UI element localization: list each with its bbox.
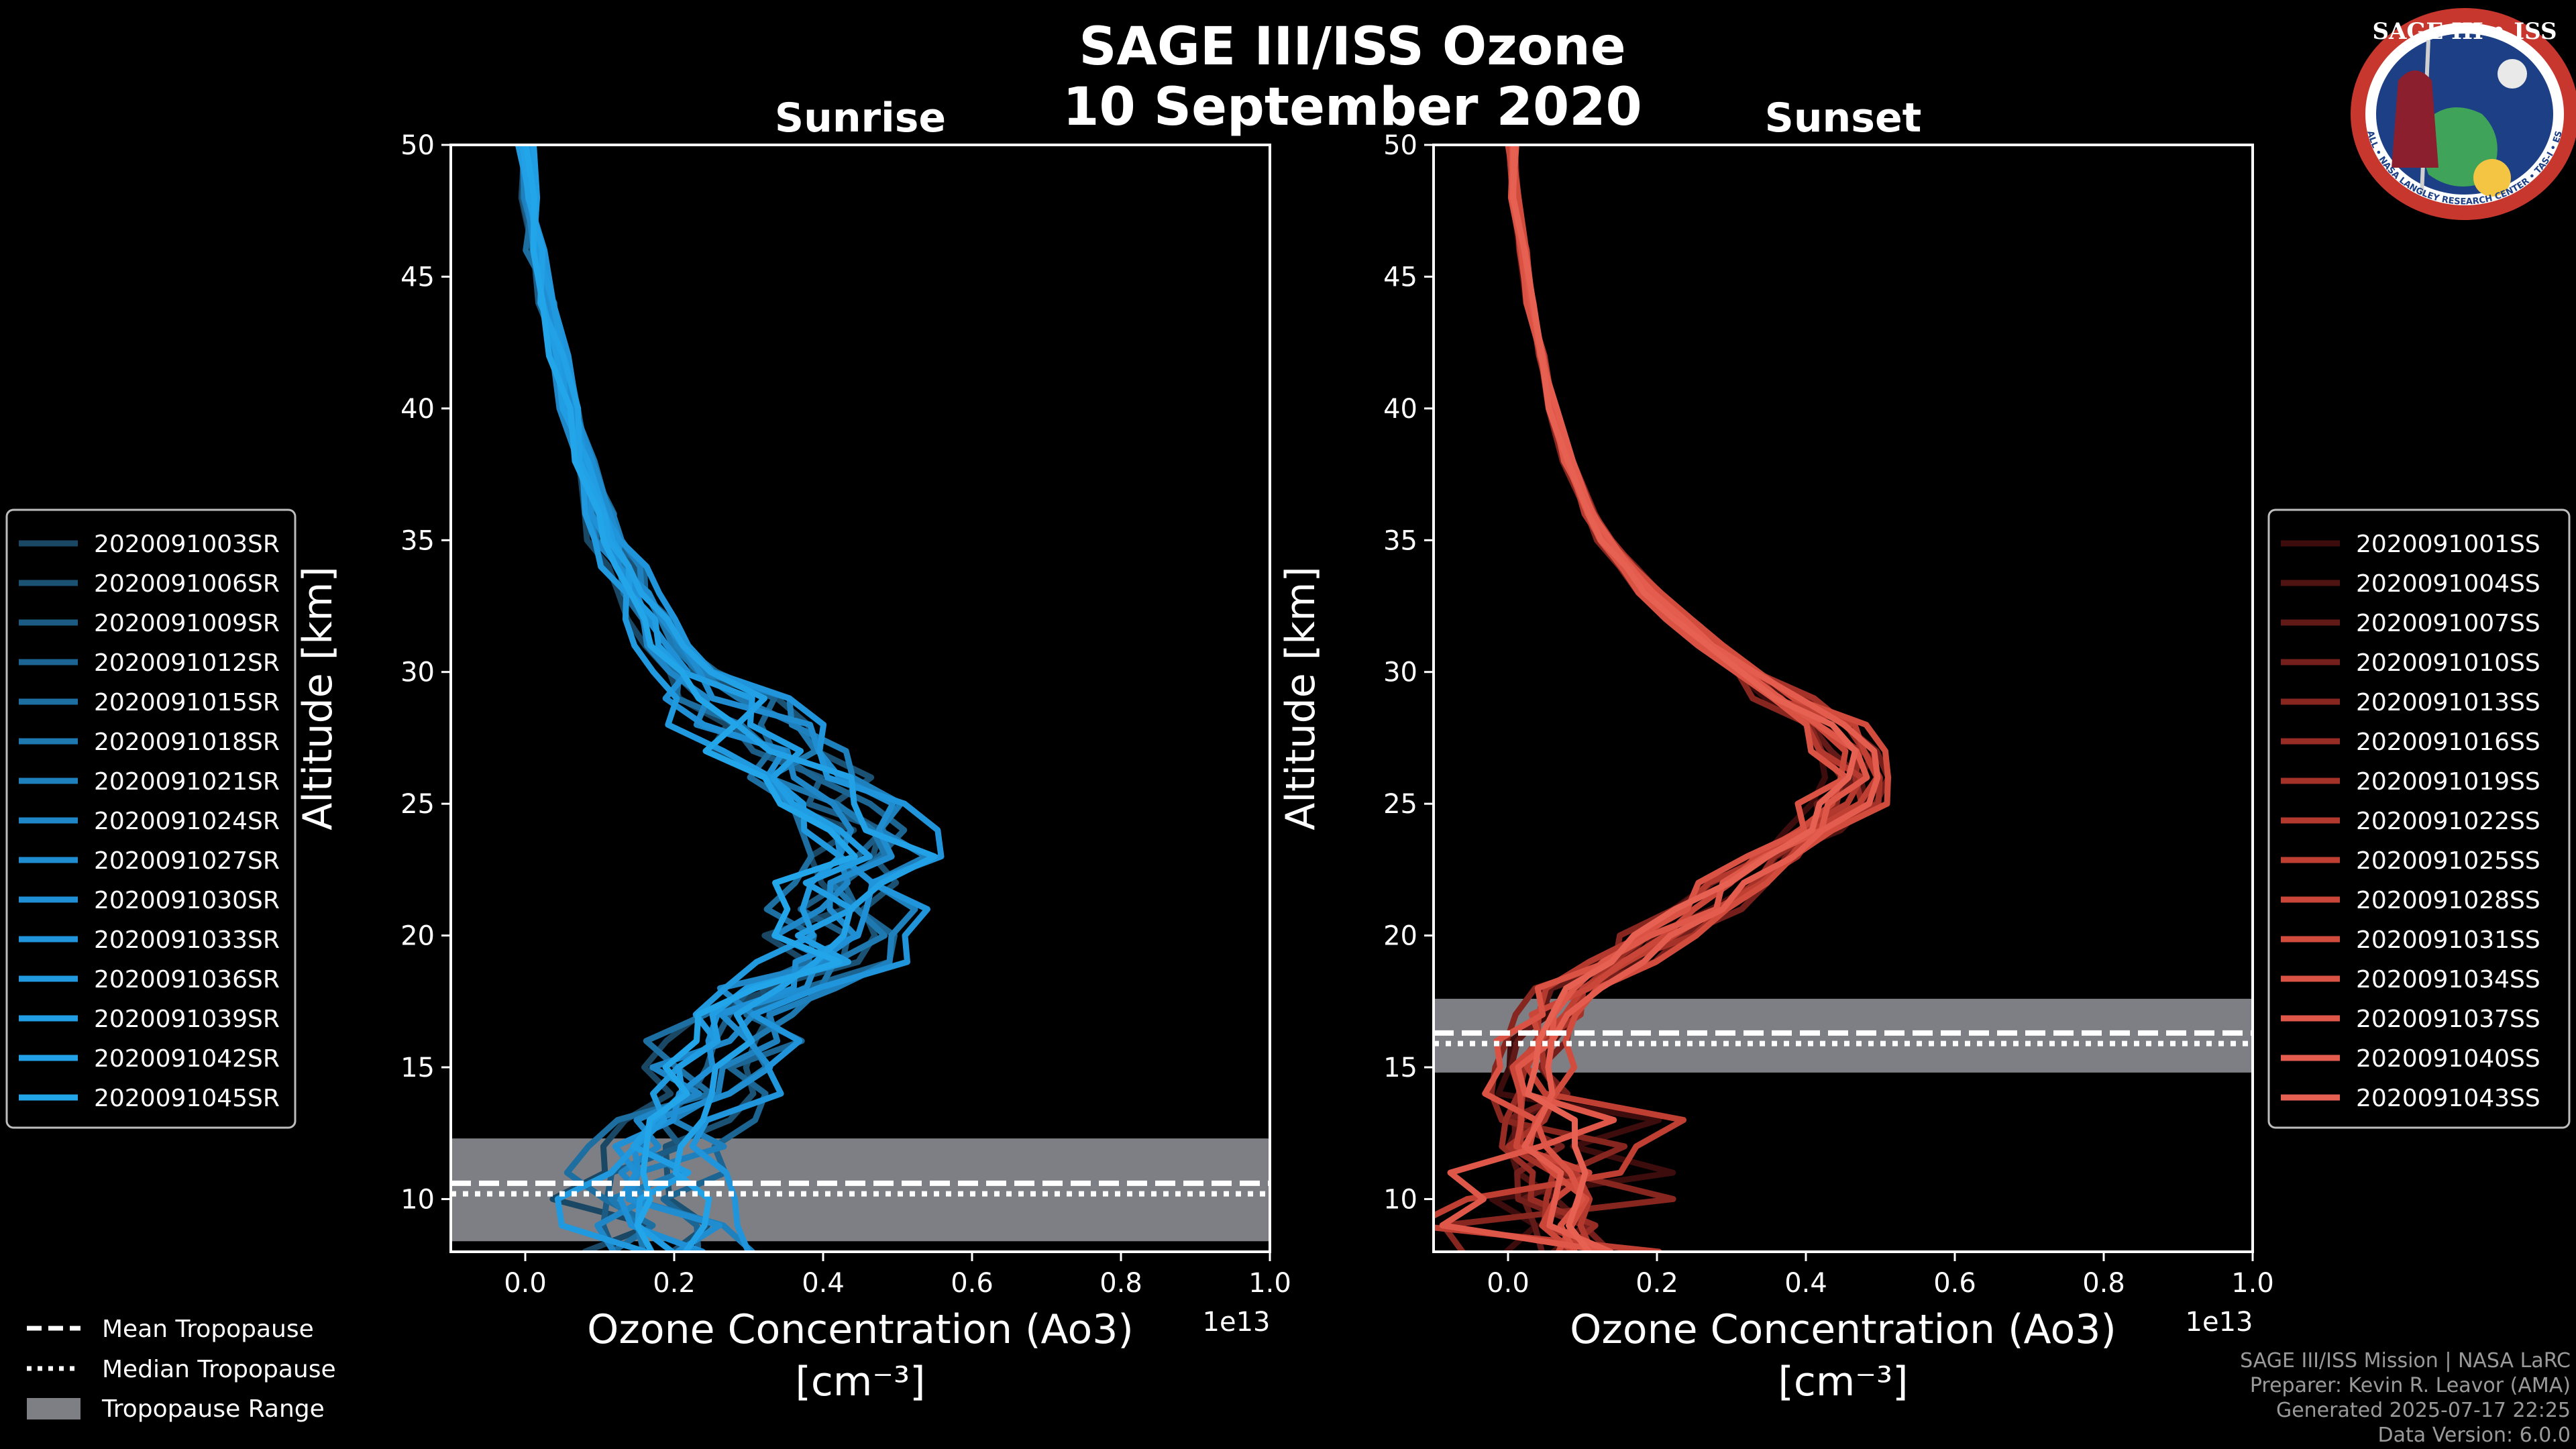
credit-line-mission: SAGE III/ISS Mission | NASA LaRC: [2240, 1349, 2571, 1373]
legend-label: 2020091021SR: [94, 768, 280, 796]
credit-line-version: Data Version: 6.0.0: [2378, 1424, 2571, 1447]
figure-title-line1: SAGE III/ISS Ozone: [1079, 17, 1625, 77]
legend-frame: [2267, 508, 2571, 1129]
x-tick-label: 0.8: [1099, 1268, 1142, 1299]
legend-label: 2020091025SS: [2356, 847, 2540, 875]
legend-label: 2020091003SR: [94, 531, 280, 558]
legend-label: 2020091013SS: [2356, 689, 2540, 716]
profiles-group: [1434, 145, 1892, 1252]
legend-label: 2020091001SS: [2356, 531, 2540, 558]
legend-label: 2020091036SR: [94, 966, 280, 994]
legend-label: 2020091018SR: [94, 729, 280, 756]
x-tick-label: 0.2: [1635, 1268, 1678, 1299]
plot-frame: [449, 144, 1271, 1253]
y-tick-label: 30: [400, 657, 435, 688]
sunset-panel: 0.0 0.2 0.4 0.6 0.8 1.0 10 15 20 25 30 35 40 45 50 1e13…: [1277, 95, 2274, 1405]
y-tick-label: 15: [1383, 1053, 1417, 1083]
x-tick-label: 0.4: [1784, 1268, 1827, 1299]
profile-line-2020091042SR: [519, 145, 938, 1252]
y-tick-label: 35: [1383, 525, 1417, 556]
x-tick-label: 0.6: [951, 1268, 994, 1299]
y-tick-label: 50: [1383, 130, 1417, 161]
legend-label: 2020091034SS: [2356, 966, 2540, 994]
x-tick-label: 1.0: [2231, 1268, 2274, 1299]
y-tick-label: 45: [1383, 262, 1417, 292]
sunrise-panel: 0.0 0.2 0.4 0.6 0.8 1.0 10 15 20 25 30 35 40 45 50 1e13…: [294, 95, 1291, 1405]
tropopause-range-legend-patch: [27, 1398, 80, 1419]
legend-label: 2020091031SS: [2356, 926, 2540, 954]
legend-label: 2020091045SR: [94, 1085, 280, 1112]
legend-label: 2020091009SR: [94, 610, 280, 637]
y-tick-label: 30: [1383, 657, 1417, 688]
x-scale-label: 1e13: [2186, 1307, 2253, 1338]
legend-label: 2020091022SS: [2356, 808, 2540, 835]
legend-label: 2020091007SS: [2356, 610, 2540, 637]
sunrise-series-legend: 2020091003SR 2020091006SR 2020091009SR 2020…: [5, 508, 297, 1129]
credits-block: SAGE III/ISS Mission | NASA LaRC Prepare…: [2240, 1349, 2571, 1447]
legend-label: 2020091043SS: [2356, 1085, 2540, 1112]
x-tick-label: 1.0: [1248, 1268, 1291, 1299]
y-tick-label: 50: [400, 130, 435, 161]
plot-frame: [1432, 144, 2254, 1253]
y-tick-label: 20: [1383, 921, 1417, 952]
tropopause-legend: Mean Tropopause Median Tropopause Tropop…: [27, 1316, 336, 1423]
y-axis-label: Altitude [km]: [294, 566, 341, 830]
mean-tropopause-legend-label: Mean Tropopause: [102, 1316, 314, 1343]
sunset-series-legend: 2020091001SS 2020091004SS 2020091007SS 2020…: [2267, 508, 2571, 1129]
legend-frame: [5, 508, 297, 1129]
legend-label: 2020091004SS: [2356, 570, 2540, 598]
legend-label: 2020091006SR: [94, 570, 280, 598]
profile-line-2020091043SS: [1509, 145, 1858, 1252]
y-tick-label: 45: [400, 262, 435, 292]
credit-line-generated: Generated 2025-07-17 22:25: [2276, 1399, 2571, 1422]
legend-label: 2020091040SS: [2356, 1045, 2540, 1073]
y-tick-label: 15: [400, 1053, 435, 1083]
panel-title: Sunset: [1765, 95, 1922, 142]
panel-title: Sunrise: [775, 95, 946, 142]
x-tick-label: 0.2: [653, 1268, 696, 1299]
credit-line-preparer: Preparer: Kevin R. Leavor (AMA): [2250, 1374, 2571, 1397]
x-axis-unit: [cm⁻³]: [1778, 1358, 1909, 1405]
legend-label: 2020091030SR: [94, 887, 280, 914]
legend-label: 2020091033SR: [94, 926, 280, 954]
legend-label: 2020091028SS: [2356, 887, 2540, 914]
x-tick-label: 0.6: [1933, 1268, 1976, 1299]
legend-label: 2020091012SR: [94, 649, 280, 677]
y-tick-label: 25: [1383, 789, 1417, 820]
legend-label: 2020091016SS: [2356, 729, 2540, 756]
legend-label: 2020091015SR: [94, 689, 280, 716]
x-tick-label: 0.8: [2082, 1268, 2125, 1299]
y-tick-label: 10: [400, 1184, 435, 1215]
y-axis-label: Altitude [km]: [1277, 566, 1324, 830]
legend-label: 2020091027SR: [94, 847, 280, 875]
profile-line-2020091045SR: [523, 145, 858, 1252]
logo-text: SAGE III • ISS: [2372, 18, 2557, 45]
y-tick-label: 10: [1383, 1184, 1417, 1215]
profile-line-2020091040SS: [1509, 145, 1881, 1252]
x-axis-label: Ozone Concentration (Ao3): [587, 1306, 1134, 1353]
x-axis-label: Ozone Concentration (Ao3): [1570, 1306, 2116, 1353]
legend-label: 2020091019SS: [2356, 768, 2540, 796]
profiles-group: [515, 145, 945, 1252]
tropopause-range-legend-label: Tropopause Range: [101, 1395, 325, 1423]
median-tropopause-legend-label: Median Tropopause: [102, 1356, 336, 1383]
legend-label: 2020091010SS: [2356, 649, 2540, 677]
y-tick-label: 20: [400, 921, 435, 952]
y-tick-label: 40: [1383, 394, 1417, 425]
x-axis-unit: [cm⁻³]: [796, 1358, 926, 1405]
x-tick-label: 0.0: [504, 1268, 547, 1299]
legend-label: 2020091037SS: [2356, 1006, 2540, 1033]
legend-label: 2020091039SR: [94, 1006, 280, 1033]
x-tick-label: 0.0: [1487, 1268, 1529, 1299]
y-tick-label: 40: [400, 394, 435, 425]
x-tick-label: 0.4: [802, 1268, 845, 1299]
legend-label: 2020091042SR: [94, 1045, 280, 1073]
y-tick-label: 25: [400, 789, 435, 820]
figure-title-line2: 10 September 2020: [1063, 77, 1642, 138]
legend-label: 2020091024SR: [94, 808, 280, 835]
x-scale-label: 1e13: [1203, 1307, 1271, 1338]
y-tick-label: 35: [400, 525, 435, 556]
